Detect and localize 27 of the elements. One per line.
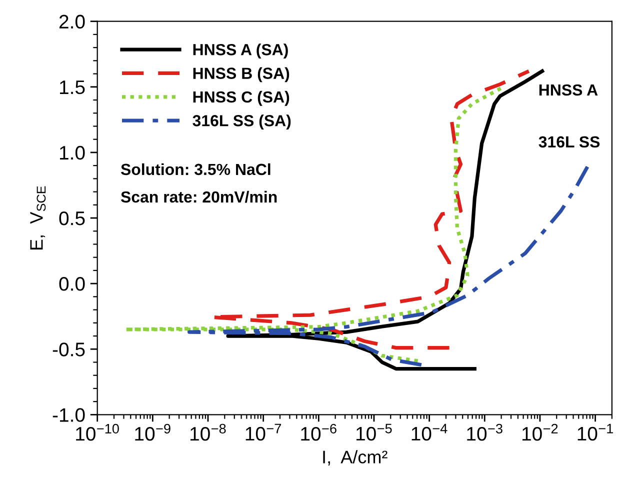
annotation: Scan rate: 20mV/min — [120, 190, 277, 203]
x-axis-title: I, A/cm² — [323, 450, 388, 466]
x-tick-label: 10$^{−4}$ — [412, 424, 448, 441]
y-tick-label: 1.0 — [60, 146, 85, 160]
y-tick-label: 0.0 — [59, 277, 85, 291]
y-tick-label: 1.5 — [60, 80, 85, 94]
y-tick-label: -0.5 — [52, 342, 85, 356]
annotation: Solution: 3.5% NaCl — [120, 163, 270, 176]
x-tick-label: 10$^{−9}$ — [135, 424, 170, 441]
x-tick-label: 10$^{−6}$ — [301, 424, 336, 441]
y-tick-label: 0.5 — [59, 211, 85, 226]
y-tick-label: -1.0 — [52, 408, 85, 422]
annotation: HNSS A — [539, 84, 598, 96]
legend-label: HNSS B (SA) — [193, 67, 290, 82]
x-tick-label: 10$^{−10}$ — [76, 424, 119, 441]
x-tick-label: 10$^{−2}$ — [522, 424, 558, 441]
x-tick-label: 10$^{−8}$ — [190, 424, 226, 441]
annotation: 316L SS — [538, 136, 600, 148]
x-tick-label: 10$^{−3}$ — [467, 424, 502, 441]
y-axis-title: E, V$_{SCE}$ — [30, 186, 46, 250]
legend-label: HNSS C (SA) — [193, 90, 290, 106]
legend-label: HNSS A (SA) — [193, 44, 288, 58]
x-tick-label: 10$^{−5}$ — [356, 424, 392, 441]
legend-label: 316L SS (SA) — [192, 114, 291, 130]
y-tick-label: 2.0 — [59, 14, 85, 29]
x-tick-label: 10$^{−7}$ — [246, 424, 282, 441]
x-tick-label: 10$^{−1}$ — [578, 424, 613, 441]
